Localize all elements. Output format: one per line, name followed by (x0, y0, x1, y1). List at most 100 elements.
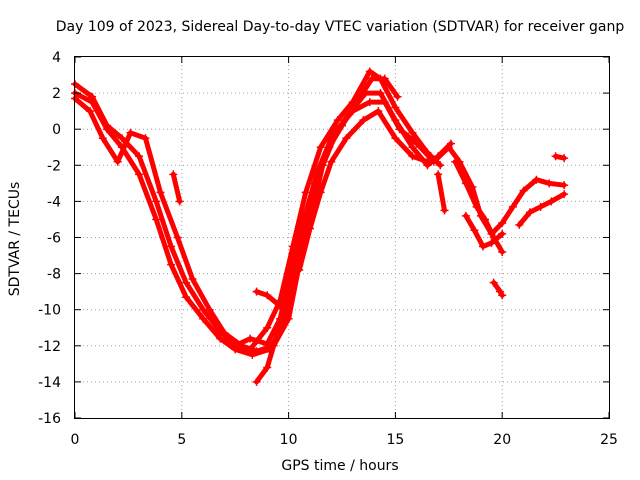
chart-title: Day 109 of 2023, Sidereal Day-to-day VTE… (56, 19, 625, 35)
data-point-marker (434, 170, 443, 179)
data-point-marker (376, 89, 385, 98)
series-line (435, 171, 447, 213)
y-tick-label: -8 (47, 267, 61, 283)
series-line (516, 191, 567, 228)
data-point-marker (117, 134, 126, 143)
data-point-marker (481, 215, 490, 224)
data-point-marker (141, 134, 150, 143)
data-point-marker (436, 161, 445, 170)
data-point-marker (246, 334, 255, 343)
data-point-marker (216, 334, 225, 343)
data-point-marker (391, 103, 400, 112)
data-point-marker (498, 229, 507, 238)
data-point-marker (88, 98, 97, 107)
data-point-marker (263, 339, 272, 348)
data-point-marker (408, 143, 417, 152)
series-group (71, 67, 569, 386)
data-point-marker (515, 220, 524, 229)
data-point-marker (182, 278, 191, 287)
data-point-marker (560, 154, 569, 163)
data-point-marker (295, 265, 304, 274)
data-point-marker (525, 208, 534, 217)
data-point-marker (252, 287, 261, 296)
data-point-marker (263, 323, 272, 332)
data-point-marker (273, 327, 282, 336)
data-point-marker (316, 188, 325, 197)
data-point-marker (380, 74, 389, 83)
data-point-marker (451, 157, 460, 166)
data-point-marker (380, 98, 389, 107)
data-point-marker (316, 143, 325, 152)
data-point-marker (182, 293, 191, 302)
data-point-marker (560, 190, 569, 199)
data-point-marker (393, 92, 402, 101)
data-point-marker (374, 107, 383, 116)
y-tick-label: -6 (47, 231, 61, 247)
data-point-marker (352, 98, 361, 107)
data-point-marker (169, 170, 178, 179)
data-point-marker (461, 211, 470, 220)
data-point-marker (560, 181, 569, 190)
data-point-marker (167, 260, 176, 269)
data-point-marker (423, 157, 432, 166)
y-tick-label: -4 (47, 194, 61, 210)
data-point-marker (367, 74, 376, 83)
x-tick-label: 0 (71, 432, 80, 448)
data-point-marker (85, 107, 94, 116)
series-line (254, 289, 283, 309)
series-line (491, 280, 505, 298)
data-point-marker (305, 224, 314, 233)
data-point-marker (472, 202, 481, 211)
data-point-marker (188, 275, 197, 284)
data-point-marker (545, 179, 554, 188)
data-point-marker (252, 377, 261, 386)
data-point-marker (231, 341, 240, 350)
data-point-marker (325, 143, 334, 152)
data-point-marker (498, 291, 507, 300)
data-point-marker (478, 242, 487, 251)
x-axis-label: GPS time / hours (281, 458, 398, 474)
data-point-marker (135, 170, 144, 179)
data-point-marker (487, 238, 496, 247)
data-point-marker (444, 143, 453, 152)
data-point-marker (470, 226, 479, 235)
data-point-marker (536, 202, 545, 211)
y-tick-label: -10 (38, 303, 61, 319)
data-point-marker (173, 233, 182, 242)
x-tick-label: 20 (493, 432, 511, 448)
data-point-marker (489, 278, 498, 287)
data-point-marker (365, 98, 374, 107)
data-point-marker (301, 188, 310, 197)
data-point-marker (365, 67, 374, 76)
data-point-marker (310, 179, 319, 188)
data-point-marker (98, 134, 107, 143)
y-tick-label: 2 (52, 86, 61, 102)
data-point-marker (338, 121, 346, 130)
data-point-marker (175, 197, 184, 206)
x-tick-label: 15 (386, 432, 404, 448)
data-point-marker (412, 139, 421, 148)
data-point-marker (408, 128, 417, 137)
data-point-marker (286, 269, 295, 278)
data-point-marker (551, 152, 560, 161)
data-point-marker (284, 287, 293, 296)
y-tick-label: -16 (38, 411, 61, 427)
data-point-marker (519, 186, 528, 195)
data-point-marker (263, 291, 272, 300)
data-point-marker (284, 314, 293, 323)
data-point-marker (498, 219, 507, 228)
data-point-marker (391, 134, 400, 143)
data-point-marker (152, 197, 161, 206)
data-point-marker (461, 179, 470, 188)
data-point-marker (532, 175, 541, 184)
data-point-marker (135, 152, 144, 161)
data-point-marker (263, 363, 272, 372)
data-point-marker (220, 329, 229, 338)
plot-frame (74, 56, 610, 419)
data-point-marker (167, 242, 176, 251)
data-point-marker (440, 206, 449, 215)
series-line (254, 289, 292, 385)
y-axis-label: SDTVAR / TECUs (7, 182, 23, 297)
